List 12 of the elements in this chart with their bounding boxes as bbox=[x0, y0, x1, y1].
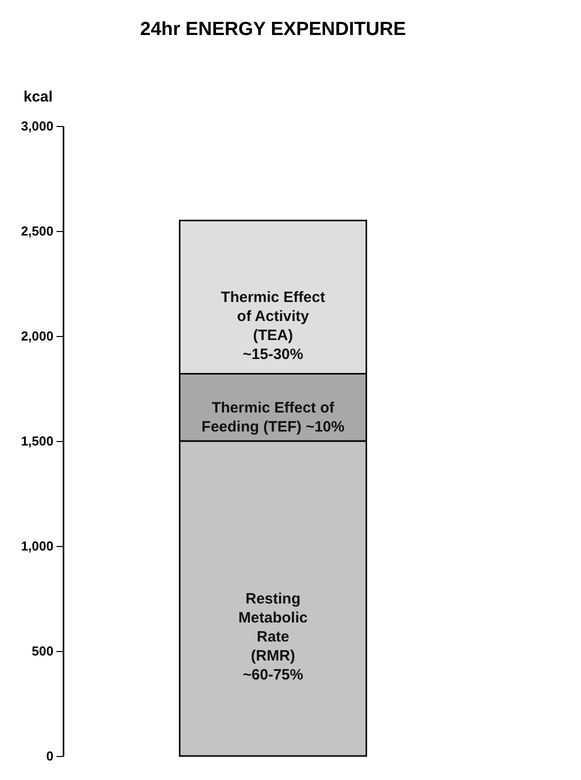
series-label: Thermic Effect of Activity (TEA) ~15-30% bbox=[220, 289, 326, 364]
series-label: Resting Metabolic Rate (RMR) ~60-75% bbox=[238, 590, 308, 684]
y-tick-label: 0 bbox=[46, 748, 54, 764]
y-tick-label: 3,000 bbox=[20, 118, 54, 134]
chart-title: 24hr ENERGY EXPENDITURE bbox=[140, 19, 406, 40]
y-tick-label: 500 bbox=[32, 644, 54, 658]
y-tick-label: 1,000 bbox=[20, 538, 54, 554]
series-label: Thermic Effect of Feeding (TEF) ~10% bbox=[202, 399, 344, 436]
y-tick-label: 2,000 bbox=[20, 328, 54, 344]
y-tick-label: 1,500 bbox=[20, 434, 54, 448]
y-tick-label: 2,500 bbox=[20, 224, 54, 238]
y-axis-title: kcal bbox=[24, 88, 53, 106]
